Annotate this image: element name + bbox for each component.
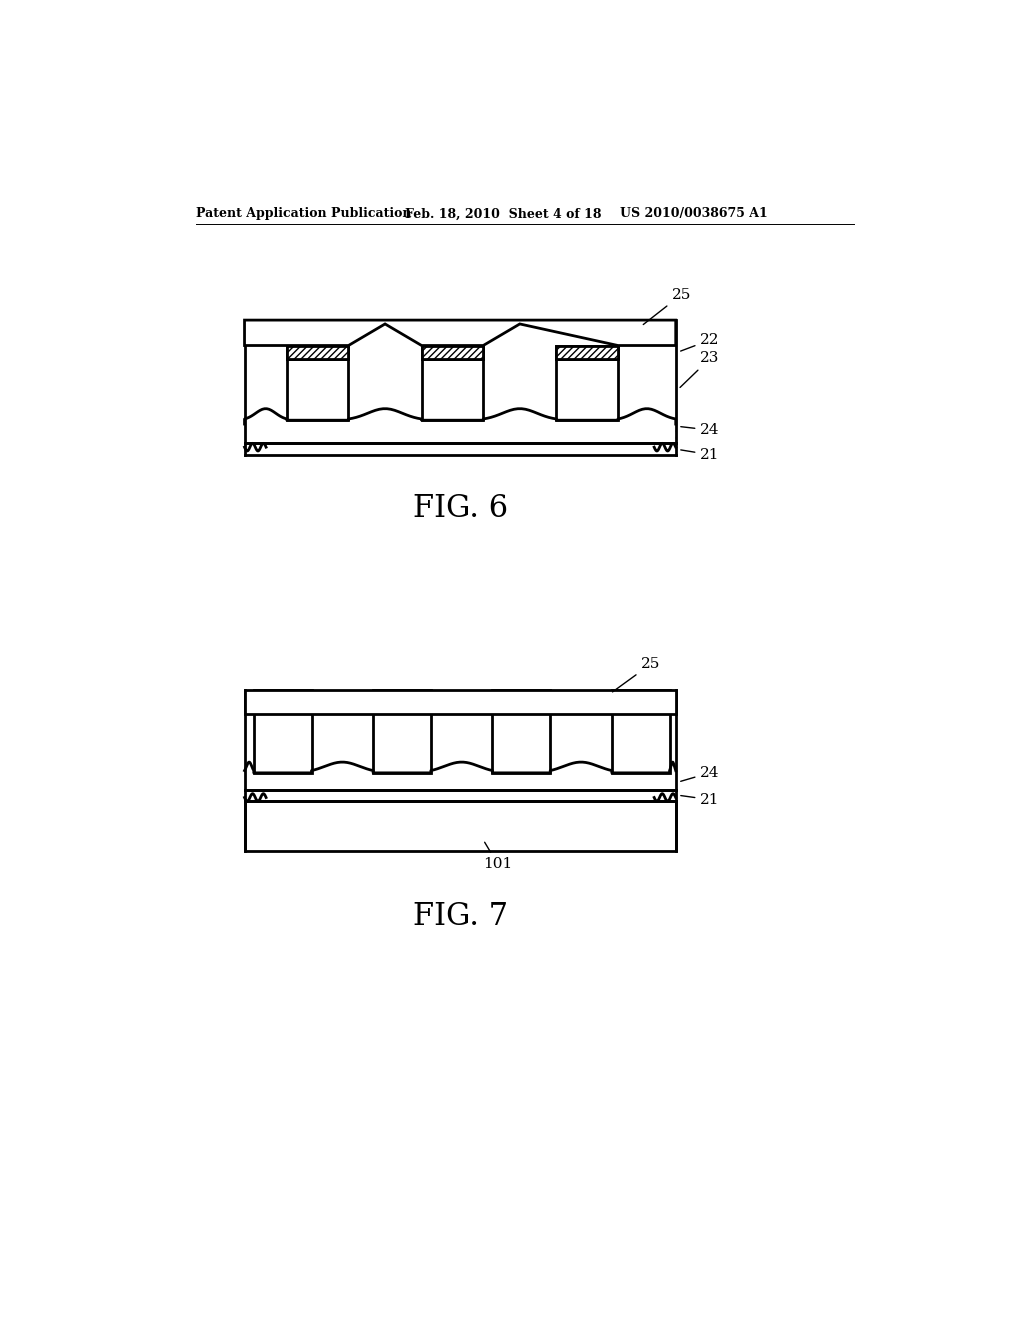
Text: 25: 25 bbox=[612, 657, 660, 692]
Bar bbox=[556, 359, 617, 420]
Text: 23: 23 bbox=[680, 351, 720, 388]
Bar bbox=[556, 346, 617, 359]
Bar bbox=[611, 689, 670, 774]
Text: 21: 21 bbox=[681, 447, 720, 462]
Bar bbox=[422, 346, 483, 359]
Text: FIG. 7: FIG. 7 bbox=[413, 902, 508, 932]
Text: 22: 22 bbox=[681, 333, 720, 351]
Bar bbox=[245, 420, 676, 444]
Bar bbox=[245, 801, 676, 851]
Text: FIG. 6: FIG. 6 bbox=[413, 494, 508, 524]
Polygon shape bbox=[245, 409, 676, 444]
Bar bbox=[373, 689, 431, 774]
Text: 24: 24 bbox=[681, 422, 720, 437]
Text: 24: 24 bbox=[681, 766, 720, 781]
Bar bbox=[422, 346, 483, 359]
Bar bbox=[245, 689, 676, 714]
Text: Patent Application Publication: Patent Application Publication bbox=[196, 207, 412, 220]
Bar bbox=[422, 359, 483, 420]
Bar bbox=[287, 346, 348, 359]
Bar bbox=[287, 346, 348, 359]
Text: US 2010/0038675 A1: US 2010/0038675 A1 bbox=[620, 207, 767, 220]
Text: Feb. 18, 2010  Sheet 4 of 18: Feb. 18, 2010 Sheet 4 of 18 bbox=[404, 207, 601, 220]
Text: 21: 21 bbox=[681, 792, 720, 807]
Bar bbox=[287, 359, 348, 420]
Bar bbox=[245, 774, 676, 789]
Bar bbox=[254, 689, 311, 774]
Bar bbox=[556, 346, 617, 359]
Polygon shape bbox=[245, 762, 676, 789]
Text: 25: 25 bbox=[643, 288, 691, 325]
Text: 101: 101 bbox=[483, 842, 512, 871]
Polygon shape bbox=[245, 321, 676, 346]
Bar bbox=[493, 689, 550, 774]
